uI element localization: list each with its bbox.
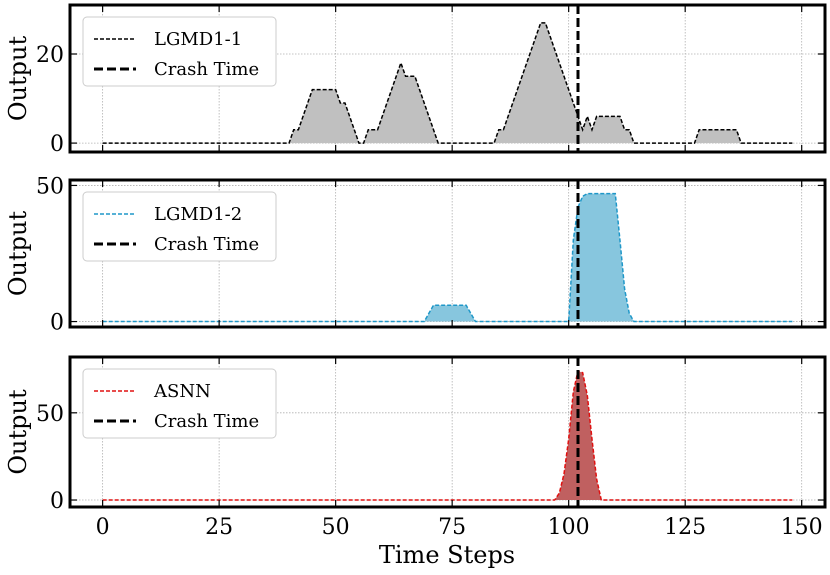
y-tick-label: 0 xyxy=(50,311,64,336)
legend-label: Crash Time xyxy=(154,234,259,255)
x-tick-label: 150 xyxy=(781,515,823,540)
series-line-lgmd1-2 xyxy=(102,192,793,323)
series-line-lgmd1-1 xyxy=(102,22,793,144)
x-tick-label: 100 xyxy=(548,515,590,540)
y-axis-label: Output xyxy=(4,389,32,475)
plot-frame xyxy=(68,3,827,154)
y-tick-label: 20 xyxy=(36,43,64,68)
y-tick-label: 0 xyxy=(50,132,64,157)
x-axis-label: Time Steps xyxy=(379,541,515,569)
legend-label: Crash Time xyxy=(154,59,259,80)
legend-label: LGMD1-2 xyxy=(154,204,242,225)
y-axis-label: Output xyxy=(4,211,32,297)
plot-frame xyxy=(68,355,827,509)
y-axis-label: Output xyxy=(4,36,32,122)
legend-label: Crash Time xyxy=(154,411,259,432)
x-tick-label: 0 xyxy=(96,515,110,540)
y-tick-label: 0 xyxy=(50,489,64,514)
y-tick-label: 50 xyxy=(36,174,64,199)
legend-box xyxy=(82,368,277,439)
x-tick-label: 75 xyxy=(438,515,466,540)
legend-label: LGMD1-1 xyxy=(154,29,242,50)
legend-box xyxy=(82,191,277,262)
plot-frame xyxy=(68,178,827,329)
legend-label: ASNN xyxy=(153,381,211,402)
area-fill-lgmd1-1 xyxy=(102,22,793,144)
x-tick-label: 125 xyxy=(664,515,706,540)
area-fill-lgmd1-2 xyxy=(102,193,793,322)
x-tick-label: 50 xyxy=(322,515,350,540)
x-tick-label: 25 xyxy=(205,515,233,540)
legend-box xyxy=(82,16,277,87)
y-tick-label: 50 xyxy=(36,402,64,427)
